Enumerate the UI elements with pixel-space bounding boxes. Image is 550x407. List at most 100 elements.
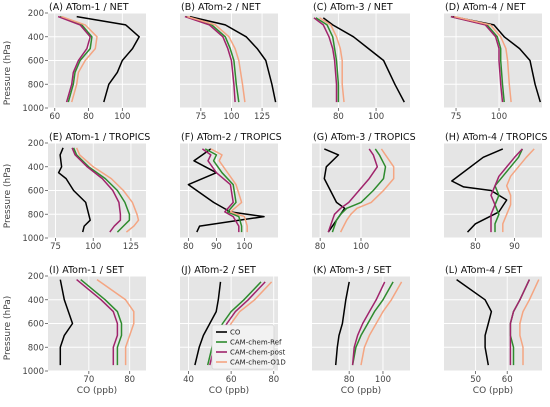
panel-7: (H) ATom-4 / TROPICS 80 90 [444,132,547,252]
series-line-co [456,278,493,366]
y-tick-label: 400 [28,296,44,306]
x-tick-label: 80 [315,242,326,252]
series-line-co [194,281,222,366]
series-line-co [322,17,405,103]
y-tick-label: 200 [28,272,44,282]
x-axis-label: CO (ppb) [77,386,117,396]
panel-5: (F) ATom-2 / TROPICS 80 90 100 [180,132,282,252]
panel-title: (H) ATom-4 / TROPICS [445,132,547,143]
x-tick-label: 100 [375,375,391,385]
series-line-cam-chem-ref [59,15,93,103]
series-line-cam-chem-post [71,147,122,233]
x-tick-label: 100 [223,112,239,122]
y-tick-label: 1000 [22,104,44,114]
legend-label: CO [230,329,241,337]
series-line-co [59,279,74,366]
x-tick-label: 60 [226,375,237,385]
x-tick-label: 80 [333,112,344,122]
series-line-cam-chem-ref [204,148,243,233]
panel-4: (E) ATom-1 / TROPICS 200 400 600 800 1000 75 10… [22,132,150,252]
series-line-cam-chem-post [509,279,531,366]
series-line-cam-chem-ref [72,147,131,233]
y-tick-label: 400 [28,33,44,43]
series-line-cam-chem-o1d [319,17,345,103]
panel-title: (E) ATom-1 / TROPICS [49,132,150,143]
legend-box [211,324,275,370]
y-tick-label: 600 [28,187,44,197]
x-tick-label: 80 [83,112,94,122]
x-tick-label: 80 [124,375,135,385]
series-line-cam-chem-o1d [360,281,403,366]
panel-title: (B) ATom-2 / NET [181,2,261,13]
series-line-cam-chem-o1d [75,147,140,233]
series-line-cam-chem-post [327,148,379,233]
series-line-cam-chem-o1d [96,278,135,366]
x-tick-label: 100 [353,242,369,252]
x-tick-label: 60 [502,375,513,385]
y-tick-label: 200 [28,9,44,19]
x-tick-label: 100 [85,242,101,252]
legend-label: CAM-chem-post [230,349,286,357]
series-line-cam-chem-o1d [454,15,512,103]
series-line-cam-chem-post [184,15,236,103]
x-tick-label: 125 [254,112,270,122]
panel-title: (A) ATom-1 / NET [49,2,129,13]
series-line-cam-chem-post [57,15,91,103]
x-axis-label: CO (ppb) [341,386,381,396]
panel-title: (G) ATom-3 / TROPICS [313,132,416,143]
x-tick-label: 80 [344,375,355,385]
y-tick-label: 800 [28,343,44,353]
x-tick-label: 100 [368,112,384,122]
x-tick-label: 80 [470,242,481,252]
x-tick-label: 100 [236,242,252,252]
panel-3: (D) ATom-4 / NET 75 100 [444,2,542,122]
x-tick-label: 90 [211,242,222,252]
series-line-cam-chem-ref [351,281,394,366]
y-axis-label-row-3: Pressure (hPa) [3,296,13,361]
x-tick-label: 90 [509,242,520,252]
y-tick-label: 600 [28,57,44,67]
legend: CO CAM-chem-Ref CAM-chem-post CAM-chem-O1D [211,324,286,370]
panel-8: (I) ATom-1 / SET 200 400 600 800 1000 70 80 CO (… [22,265,146,396]
series-line-co [187,148,265,233]
series-line-co [334,281,350,366]
x-tick-label: 75 [50,242,61,252]
x-tick-label: 125 [123,242,139,252]
y-tick-label: 200 [28,139,44,149]
series-line-cam-chem-o1d [210,148,248,233]
panel-title: (F) ATom-2 / TROPICS [181,132,282,143]
y-axis-label-row-1: Pressure (hPa) [3,41,13,106]
x-tick-label: 40 [183,375,194,385]
series-line-cam-chem-o1d [187,15,246,103]
series-line-cam-chem-post [76,279,119,366]
panel-title: (K) ATom-3 / SET [313,265,391,276]
x-tick-label: 100 [114,112,130,122]
series-line-cam-chem-post [351,281,386,366]
x-tick-label: 50 [470,375,481,385]
series-line-cam-chem-ref [185,15,240,103]
series-line-cam-chem-ref [494,148,524,233]
y-tick-label: 600 [28,320,44,330]
x-tick-label: 80 [268,375,279,385]
series-line-cam-chem-o1d [502,148,535,233]
panel-title: (C) ATom-3 / NET [313,2,393,13]
x-tick-label: 100 [491,112,507,122]
panel-0: (A) ATom-1 / NET 200 400 600 800 1000 60 80 100 [22,2,146,122]
panel-2: (C) ATom-3 / NET 80 100 [312,2,410,122]
y-tick-label: 800 [28,80,44,90]
series-line-co [189,15,277,103]
x-tick-label: 80 [183,242,194,252]
x-tick-label: 75 [195,112,206,122]
x-axis-label: CO (ppb) [473,386,513,396]
y-tick-label: 1000 [22,234,44,244]
series-line-cam-chem-o1d [61,15,98,103]
series-line-co [76,15,140,103]
y-tick-label: 1000 [22,367,44,377]
y-tick-label: 800 [28,210,44,220]
y-axis-label-row-2: Pressure (hPa) [3,164,13,229]
series-line-cam-chem-post [450,15,504,103]
